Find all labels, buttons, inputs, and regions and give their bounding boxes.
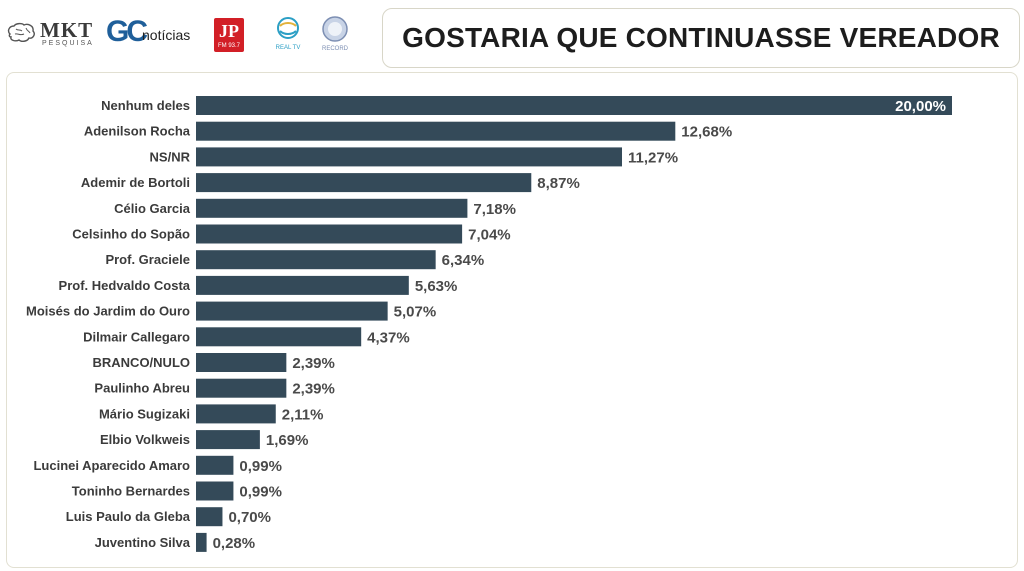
real-tv-logo: REAL TV	[272, 14, 304, 54]
category-label: Nenhum deles	[101, 98, 190, 113]
category-label: Prof. Graciele	[105, 252, 190, 267]
title-box: GOSTARIA QUE CONTINUASSE VEREADOR	[382, 8, 1020, 68]
category-label: Paulinho Abreu	[94, 381, 190, 396]
bar	[196, 275, 409, 295]
value-label: 12,68%	[681, 124, 732, 141]
value-label: 4,37%	[367, 329, 410, 346]
value-label: 2,39%	[292, 381, 335, 398]
brain-icon	[7, 22, 35, 43]
real-tv-icon: REAL TV	[276, 17, 301, 51]
category-label: NS/NR	[150, 149, 191, 164]
value-label: 0,99%	[239, 458, 282, 475]
category-label: Adenilson Rocha	[84, 124, 191, 139]
category-label: Luis Paulo da Gleba	[66, 509, 191, 524]
bar	[196, 353, 287, 372]
value-label: 7,04%	[468, 227, 511, 244]
category-label: Celsinho do Sopão	[72, 227, 190, 242]
bar	[196, 301, 388, 321]
mkt-logo-text: MKT	[40, 18, 94, 42]
value-label: 5,07%	[394, 304, 437, 321]
category-label: Juventino Silva	[95, 535, 191, 550]
gc-noticias-logo: GC notícias	[106, 15, 196, 53]
category-label: Moisés do Jardim do Ouro	[26, 304, 190, 319]
bar	[196, 96, 952, 115]
value-label: 0,70%	[228, 509, 271, 526]
jp-logo-text: JP	[219, 21, 239, 41]
bar	[196, 327, 362, 347]
category-label: Lucinei Aparecido Amaro	[33, 458, 190, 473]
record-logo: RECORD	[318, 14, 352, 54]
bar	[196, 250, 436, 270]
jp-logo-subtext: FM 93.7	[218, 43, 241, 49]
bar	[196, 198, 468, 218]
value-label: 2,39%	[292, 355, 335, 372]
category-label: Mário Sugizaki	[99, 406, 190, 421]
category-label: Dilmair Callegaro	[83, 329, 190, 344]
mkt-logo-subtext: PESQUISA	[42, 40, 94, 47]
value-label: 2,11%	[282, 406, 324, 423]
jovem-pan-logo: JP FM 93.7	[212, 16, 246, 54]
value-label: 0,99%	[239, 484, 282, 501]
bar	[196, 404, 276, 424]
value-label: 11,27%	[628, 149, 678, 166]
bar	[196, 121, 676, 141]
category-label: BRANCO/NULO	[93, 355, 191, 370]
bar	[196, 455, 234, 475]
category-label: Célio Garcia	[114, 201, 191, 216]
real-tv-logo-text: REAL TV	[276, 45, 301, 51]
gc-logo-text: GC	[106, 15, 148, 48]
category-label: Elbio Volkweis	[100, 432, 190, 447]
bar	[196, 507, 223, 527]
value-label: 7,18%	[473, 201, 516, 218]
value-label: 5,63%	[415, 278, 458, 295]
bar	[196, 481, 234, 501]
category-label: Toninho Bernardes	[72, 484, 190, 499]
bar	[196, 224, 463, 244]
record-icon: RECORD	[322, 16, 349, 52]
jovem-pan-icon: JP FM 93.7	[214, 18, 244, 52]
category-label: Prof. Hedvaldo Costa	[59, 278, 191, 293]
chart-title: GOSTARIA QUE CONTINUASSE VEREADOR	[402, 22, 1000, 53]
chart-panel: Nenhum deles 20,00% Adenilson Rocha 12,68% N…	[6, 72, 1018, 568]
gc-logo-subtext: notícias	[142, 27, 191, 43]
bar-chart: Nenhum deles 20,00% Adenilson Rocha 12,68% N…	[26, 96, 952, 552]
value-label: 1,69%	[266, 432, 309, 449]
value-label: 0,28%	[213, 535, 256, 552]
bar	[196, 147, 623, 167]
value-label: 6,34%	[442, 252, 485, 269]
record-logo-text: RECORD	[322, 46, 349, 52]
value-label: 8,87%	[537, 175, 580, 192]
value-label: 20,00%	[895, 98, 946, 115]
mkt-pesquisa-logo: MKT PESQUISA	[6, 18, 96, 52]
logo-strip: MKT PESQUISA GC notícias JP FM 93.7 REAL…	[0, 0, 370, 70]
bar	[196, 173, 532, 193]
category-label: Ademir de Bortoli	[81, 175, 190, 190]
bar	[196, 430, 260, 450]
bar	[196, 378, 287, 398]
bar	[196, 532, 207, 552]
